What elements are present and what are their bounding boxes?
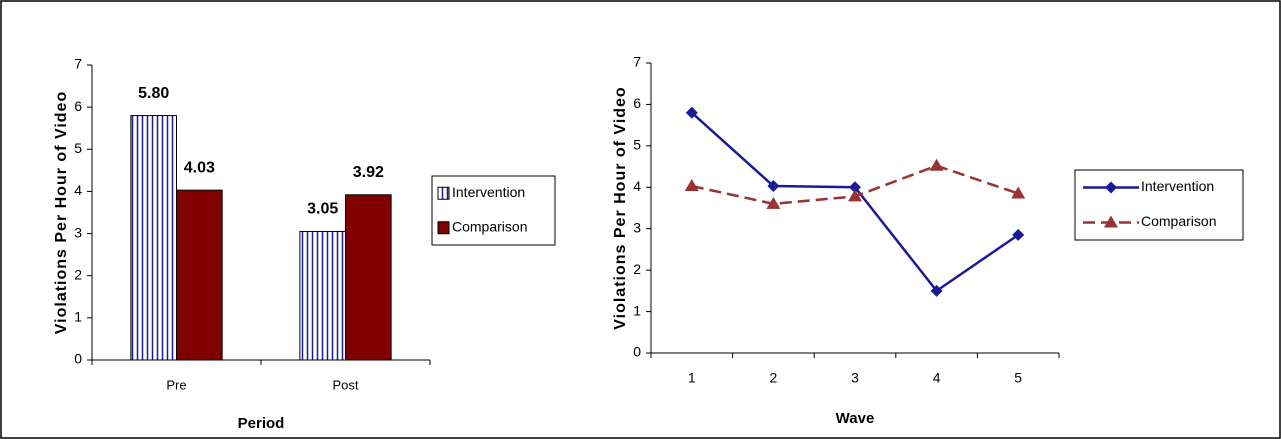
y-tick-label: 1 [74,309,82,325]
y-tick-label: 3 [633,219,641,235]
marker [684,179,699,192]
marker [766,196,781,209]
marker [685,106,698,119]
y-tick-label: 1 [633,302,641,318]
marker [1012,228,1025,241]
y-tick-label: 4 [74,182,82,198]
y-tick-label: 4 [633,178,641,194]
x-tick-label: 3 [851,370,859,386]
y-axis-title: Violations Per Hour of Video [53,91,70,334]
marker [767,180,780,193]
value-label: 4.03 [184,159,215,176]
legend-label: Intervention [1141,178,1214,194]
value-label: 3.92 [353,164,384,181]
y-tick-label: 3 [74,224,82,240]
marker [929,158,944,171]
bar [130,115,177,361]
legend-swatch [437,186,450,200]
y-tick-label: 6 [633,95,641,111]
bar [176,189,223,361]
marker [1011,186,1026,199]
marker [1105,181,1117,194]
legend-swatch [437,221,450,235]
x-tick-label: 5 [1014,370,1022,386]
marker [849,181,861,194]
x-tick-label: 4 [933,370,941,386]
y-tick-label: 0 [74,351,82,367]
legend-label: Comparison [1141,213,1216,229]
bar [299,230,346,361]
y-tick-label: 7 [74,56,82,72]
y-tick-label: 2 [633,261,641,277]
legend-label: Intervention [452,184,525,200]
y-tick-label: 6 [74,98,82,114]
y-tick-label: 0 [633,344,641,360]
marker [930,284,943,297]
y-tick-label: 2 [74,266,82,282]
value-label: 5.80 [138,85,169,102]
value-label: 3.05 [307,201,338,218]
y-axis-title: Violations Per Hour of Video [612,86,629,329]
y-tick-label: 5 [633,137,641,153]
y-tick-label: 5 [74,140,82,156]
bar [345,194,392,361]
x-tick-label: 2 [770,370,778,386]
x-tick-label: 1 [688,370,696,386]
x-tick-label: Pre [166,377,186,392]
x-axis-title: Period [238,415,285,432]
marker [848,189,862,202]
x-axis-title: Wave [836,410,875,427]
x-tick-label: Post [332,377,358,392]
legend-box [431,175,556,246]
y-tick-label: 7 [633,54,641,70]
legend-label: Comparison [452,218,527,234]
legend-box [1074,169,1244,241]
marker [1104,215,1118,228]
